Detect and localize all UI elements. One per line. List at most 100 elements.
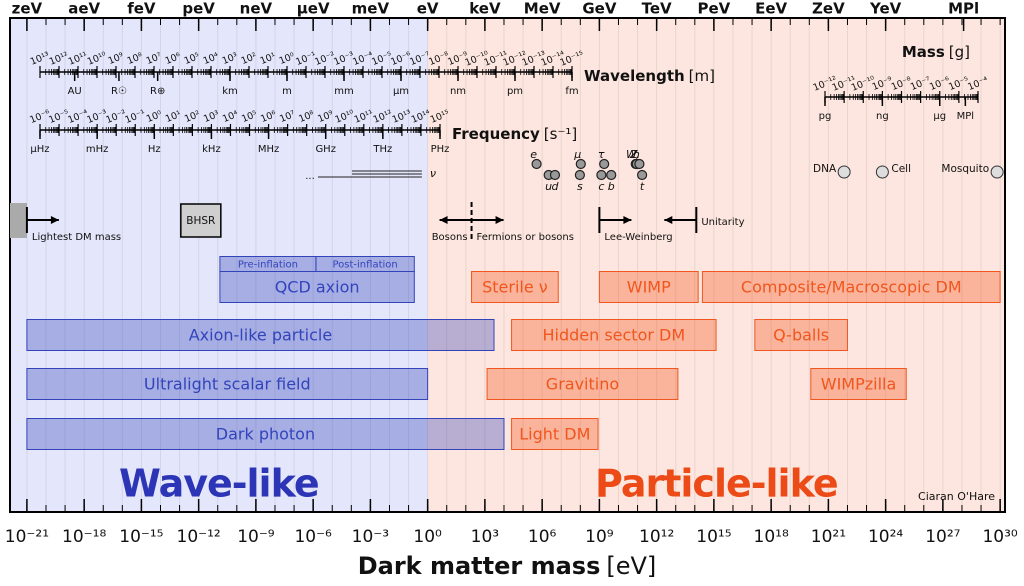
credit: Ciaran O'Hare xyxy=(918,490,995,503)
region xyxy=(427,18,1005,512)
x-tick-label: 10⁶ xyxy=(528,527,557,547)
x-axis-label: Dark matter mass [eV] xyxy=(358,552,657,580)
named-tick-label: R⊕ xyxy=(150,86,165,97)
named-tick-label: R☉ xyxy=(111,86,127,97)
particle-label: u xyxy=(545,180,552,193)
particle-label: s xyxy=(577,180,583,193)
bound-label: Lightest DM mass xyxy=(32,232,121,243)
named-tick-label: m xyxy=(282,86,292,97)
range-bar xyxy=(219,271,415,303)
bound-arrow-head xyxy=(495,216,504,224)
x2-tick-label: ZeV xyxy=(812,0,845,18)
x-tick-label: 10¹⁵ xyxy=(696,527,731,547)
range-part-label: Post-inflation xyxy=(333,260,398,271)
x2-tick-label: TeV xyxy=(642,0,672,18)
x2-tick-label: YeV xyxy=(869,0,902,18)
region-label: Particle-like xyxy=(595,462,838,506)
range-label: Hidden sector DM xyxy=(542,326,685,345)
secondary-axis-unit: [g] xyxy=(949,43,970,61)
named-tick-label: AU xyxy=(68,86,82,97)
object-icon xyxy=(875,165,889,179)
x-tick-label: 10⁻¹² xyxy=(177,527,221,547)
plot-frame xyxy=(9,17,1006,513)
x2-tick-label: aeV xyxy=(68,0,100,18)
named-tick-label: MHz xyxy=(258,144,279,155)
x2-tick-label: eV xyxy=(417,0,439,18)
region-label: Wave-like xyxy=(119,462,319,506)
range-bar xyxy=(810,368,907,400)
range-bar xyxy=(26,418,505,450)
named-tick-label: THz xyxy=(372,144,392,155)
secondary-axis-title: Frequency [s⁻¹] xyxy=(452,125,577,143)
secondary-axis-name: Frequency xyxy=(452,125,540,143)
x2-tick-label: meV xyxy=(352,0,390,18)
range-label: Sterile ν xyxy=(482,278,548,297)
range-bar xyxy=(26,368,429,400)
range-label: QCD axion xyxy=(275,278,360,297)
x2-tick-label: neV xyxy=(240,0,273,18)
bound-label: Fermions or bosons xyxy=(477,232,574,243)
x-tick-label: 10⁻¹⁸ xyxy=(62,527,106,547)
bound-label: Lee-Weinberg xyxy=(604,232,672,243)
named-tick-label: GHz xyxy=(315,144,336,155)
secondary-axis-title: Mass [g] xyxy=(902,43,970,61)
bound-arrow-head xyxy=(50,216,59,224)
neutrino-prefix: ... xyxy=(305,171,315,182)
secondary-axis-unit: [m] xyxy=(689,67,715,85)
particle-label: b xyxy=(608,180,615,193)
x-tick-label: 10³ xyxy=(471,527,499,547)
secondary-axis-name: Wavelength xyxy=(584,67,685,85)
x2-tick-label: peV xyxy=(182,0,215,18)
named-tick-label: pg xyxy=(819,111,832,122)
bhsr-box xyxy=(180,203,222,238)
particle-marker xyxy=(575,158,586,170)
bound-label: Bosons xyxy=(432,232,468,243)
named-tick-label: μm xyxy=(393,86,409,97)
range-bar xyxy=(701,271,1001,303)
bound-arrow-head xyxy=(623,216,632,224)
named-tick-label: MPl xyxy=(957,111,974,122)
x2-tick-label: MPl xyxy=(948,0,979,18)
particle-marker xyxy=(636,169,648,181)
named-tick-label: pm xyxy=(507,86,523,97)
x-tick-label: 10⁹ xyxy=(585,527,614,547)
x-tick-label: 10²⁴ xyxy=(868,527,903,547)
x-tick-label: 10¹⁸ xyxy=(754,527,789,547)
particle-marker xyxy=(606,169,617,181)
object-icon xyxy=(837,165,851,179)
particle-label: e xyxy=(530,148,537,161)
particle-label: t xyxy=(640,180,645,193)
secondary-axis-unit: [s⁻¹] xyxy=(544,125,577,143)
range-part xyxy=(315,256,415,272)
region xyxy=(10,18,428,512)
x-tick-label: 10²¹ xyxy=(811,527,846,547)
range-part-label: Pre-inflation xyxy=(238,260,298,271)
range-label: Dark photon xyxy=(216,425,315,444)
x2-tick-label: PeV xyxy=(697,0,730,18)
named-tick-label: μg xyxy=(933,111,946,122)
x2-tick-label: MeV xyxy=(524,0,561,18)
x-tick-label: 10⁻¹⁵ xyxy=(119,527,163,547)
x2-tick-label: GeV xyxy=(582,0,616,18)
x-tick-label: 10⁰ xyxy=(413,527,442,547)
range-bar xyxy=(471,271,559,303)
object-label: Mosquito xyxy=(941,163,989,175)
x-tick-label: 10¹² xyxy=(639,527,674,547)
range-label: Gravitino xyxy=(546,375,619,394)
neutrino-label: ν xyxy=(430,167,436,180)
x-tick-label: 10⁻³ xyxy=(352,527,389,547)
x-axis-title: Dark matter mass xyxy=(358,552,601,580)
range-bar xyxy=(511,418,599,450)
range-label: Ultralight scalar field xyxy=(144,375,311,394)
object-label: DNA xyxy=(813,163,837,175)
x2-tick-label: feV xyxy=(127,0,156,18)
particle-marker xyxy=(599,158,610,170)
bound-arrow-head xyxy=(439,216,448,224)
named-tick-label: mm xyxy=(334,86,353,97)
particle-label: τ xyxy=(598,148,605,161)
range-bar xyxy=(598,271,699,303)
named-tick-label: μHz xyxy=(30,144,49,155)
range-label: WIMP xyxy=(627,278,671,297)
particle-marker xyxy=(531,158,542,170)
